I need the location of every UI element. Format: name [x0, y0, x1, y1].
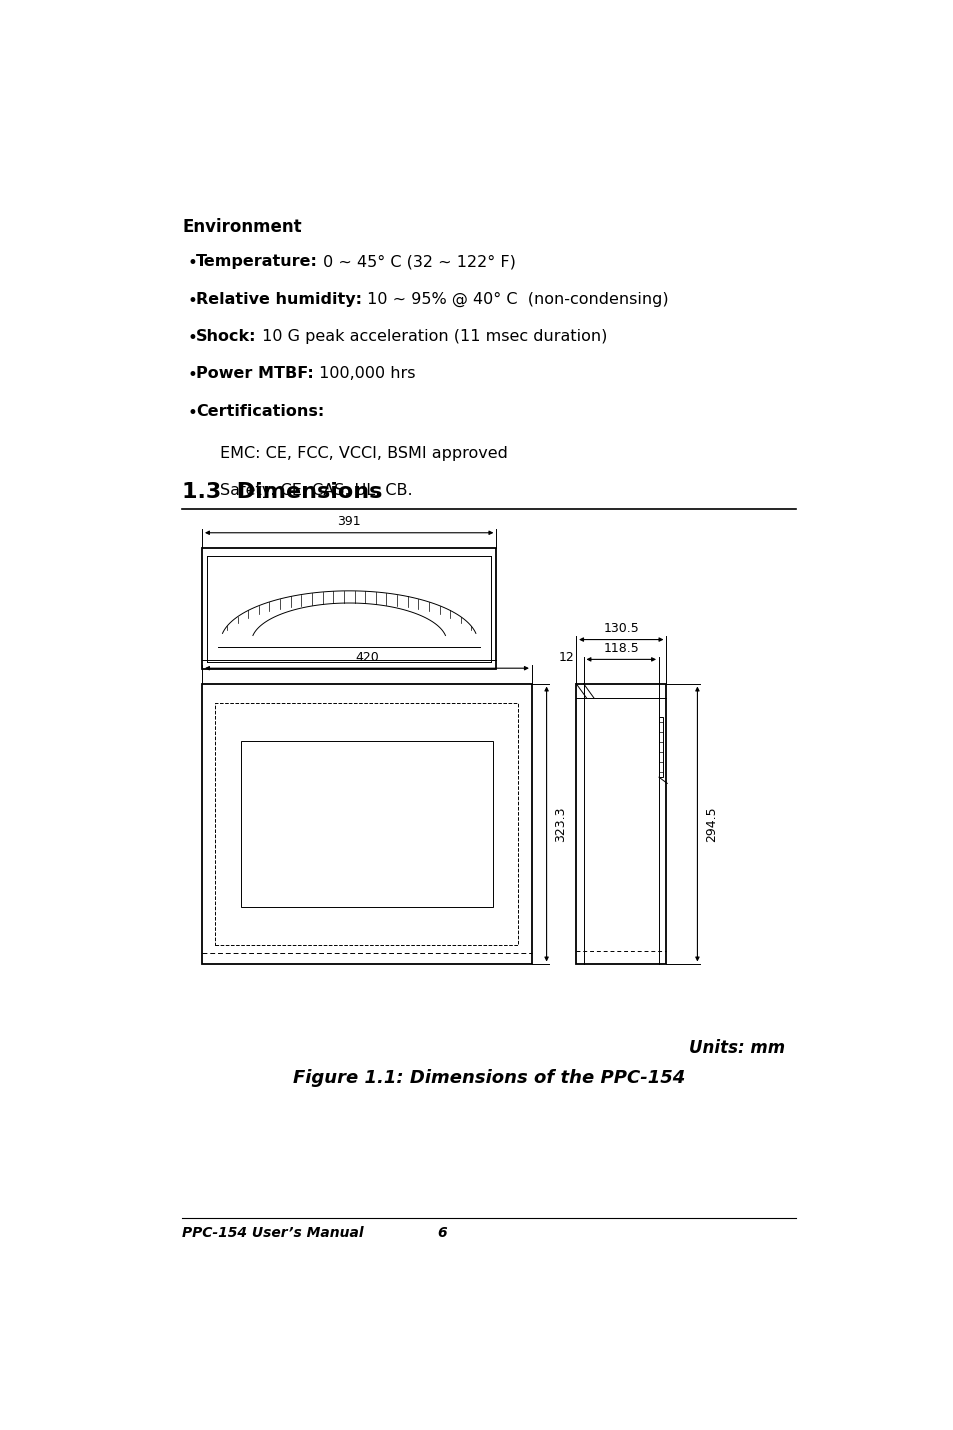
Text: 6: 6 [436, 1227, 446, 1240]
Text: Figure 1.1: Dimensions of the PPC-154: Figure 1.1: Dimensions of the PPC-154 [293, 1070, 684, 1087]
Text: 323.3: 323.3 [554, 807, 566, 842]
Bar [659, 716, 662, 776]
Text: •: • [187, 292, 197, 310]
Text: 420: 420 [355, 651, 378, 664]
Text: PPC-154 User’s Manual: PPC-154 User’s Manual [182, 1227, 363, 1240]
Bar [202, 684, 531, 964]
Text: 130.5: 130.5 [602, 622, 639, 635]
Text: Safety: CE, CAS, UL, CB.: Safety: CE, CAS, UL, CB. [219, 483, 412, 498]
Text: Certifications:: Certifications: [196, 403, 324, 419]
Text: Temperature:: Temperature: [196, 255, 317, 269]
Text: •: • [187, 403, 197, 422]
Bar [240, 741, 493, 907]
Text: •: • [187, 255, 197, 272]
Text: EMC: CE, FCC, VCCI, BSMI approved: EMC: CE, FCC, VCCI, BSMI approved [219, 446, 507, 460]
Text: Units: mm: Units: mm [688, 1040, 784, 1057]
Text: 10 G peak acceleration (11 msec duration): 10 G peak acceleration (11 msec duration… [256, 329, 606, 345]
Bar [576, 684, 665, 964]
Text: Relative humidity:: Relative humidity: [196, 292, 362, 306]
Text: Shock:: Shock: [196, 329, 256, 345]
Text: Power MTBF:: Power MTBF: [196, 366, 314, 382]
Text: •: • [187, 366, 197, 385]
Text: 100,000 hrs: 100,000 hrs [314, 366, 415, 382]
Text: 0 ~ 45° C (32 ~ 122° F): 0 ~ 45° C (32 ~ 122° F) [317, 255, 516, 269]
Text: 12: 12 [558, 651, 574, 664]
Text: 391: 391 [337, 515, 360, 528]
Text: 118.5: 118.5 [602, 642, 639, 655]
Text: 1.3  Dimensions: 1.3 Dimensions [182, 482, 382, 502]
Bar [202, 548, 496, 669]
Text: 10 ~ 95% @ 40° C  (non-condensing): 10 ~ 95% @ 40° C (non-condensing) [362, 292, 668, 307]
Text: 294.5: 294.5 [704, 807, 717, 842]
Text: Environment: Environment [182, 217, 301, 236]
Text: •: • [187, 329, 197, 347]
Bar [215, 704, 518, 945]
